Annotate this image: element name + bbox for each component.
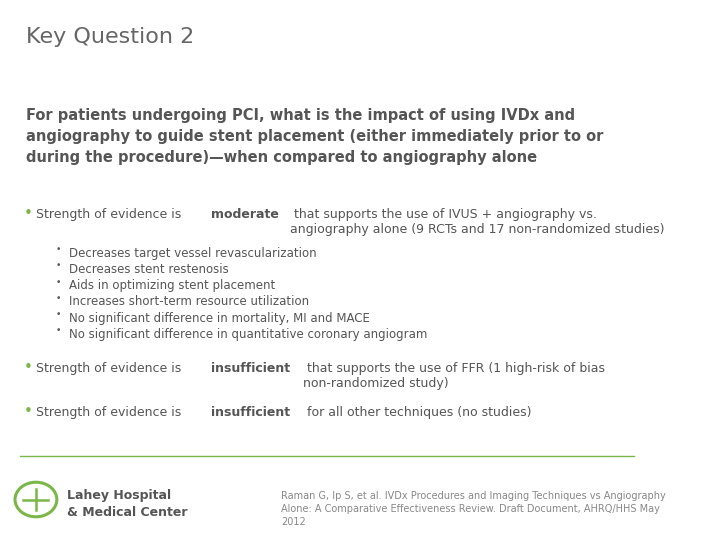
Text: Decreases target vessel revascularization: Decreases target vessel revascularizatio… (68, 247, 316, 260)
Text: insufficient: insufficient (211, 406, 289, 419)
Text: for all other techniques (no studies): for all other techniques (no studies) (303, 406, 532, 419)
Text: •: • (55, 326, 61, 335)
Text: Strength of evidence is: Strength of evidence is (36, 406, 185, 419)
Text: Strength of evidence is: Strength of evidence is (36, 208, 185, 221)
Text: •: • (55, 261, 61, 271)
Text: •: • (24, 360, 32, 375)
Text: Strength of evidence is: Strength of evidence is (36, 362, 185, 375)
Text: that supports the use of FFR (1 high-risk of bias
non-randomized study): that supports the use of FFR (1 high-ris… (303, 362, 606, 390)
Text: •: • (24, 404, 32, 419)
Text: Increases short-term resource utilization: Increases short-term resource utilizatio… (68, 295, 309, 308)
Text: Aids in optimizing stent placement: Aids in optimizing stent placement (68, 279, 275, 292)
Text: For patients undergoing PCI, what is the impact of using IVDx and
angiography to: For patients undergoing PCI, what is the… (26, 108, 603, 165)
Text: •: • (24, 206, 32, 221)
Text: moderate: moderate (211, 208, 279, 221)
Text: Lahey Hospital
& Medical Center: Lahey Hospital & Medical Center (67, 489, 188, 519)
Text: insufficient: insufficient (211, 362, 289, 375)
Text: •: • (55, 278, 61, 287)
Text: Raman G, Ip S, et al. IVDx Procedures and Imaging Techniques vs Angiography
Alon: Raman G, Ip S, et al. IVDx Procedures an… (281, 491, 666, 527)
Text: •: • (55, 294, 61, 303)
Text: Key Question 2: Key Question 2 (26, 27, 194, 47)
Text: •: • (55, 310, 61, 319)
Text: No significant difference in quantitative coronary angiogram: No significant difference in quantitativ… (68, 328, 427, 341)
Text: Decreases stent restenosis: Decreases stent restenosis (68, 263, 228, 276)
Text: that supports the use of IVUS + angiography vs.
angiography alone (9 RCTs and 17: that supports the use of IVUS + angiogra… (290, 208, 665, 236)
Text: •: • (55, 245, 61, 254)
Text: No significant difference in mortality, MI and MACE: No significant difference in mortality, … (68, 312, 369, 325)
